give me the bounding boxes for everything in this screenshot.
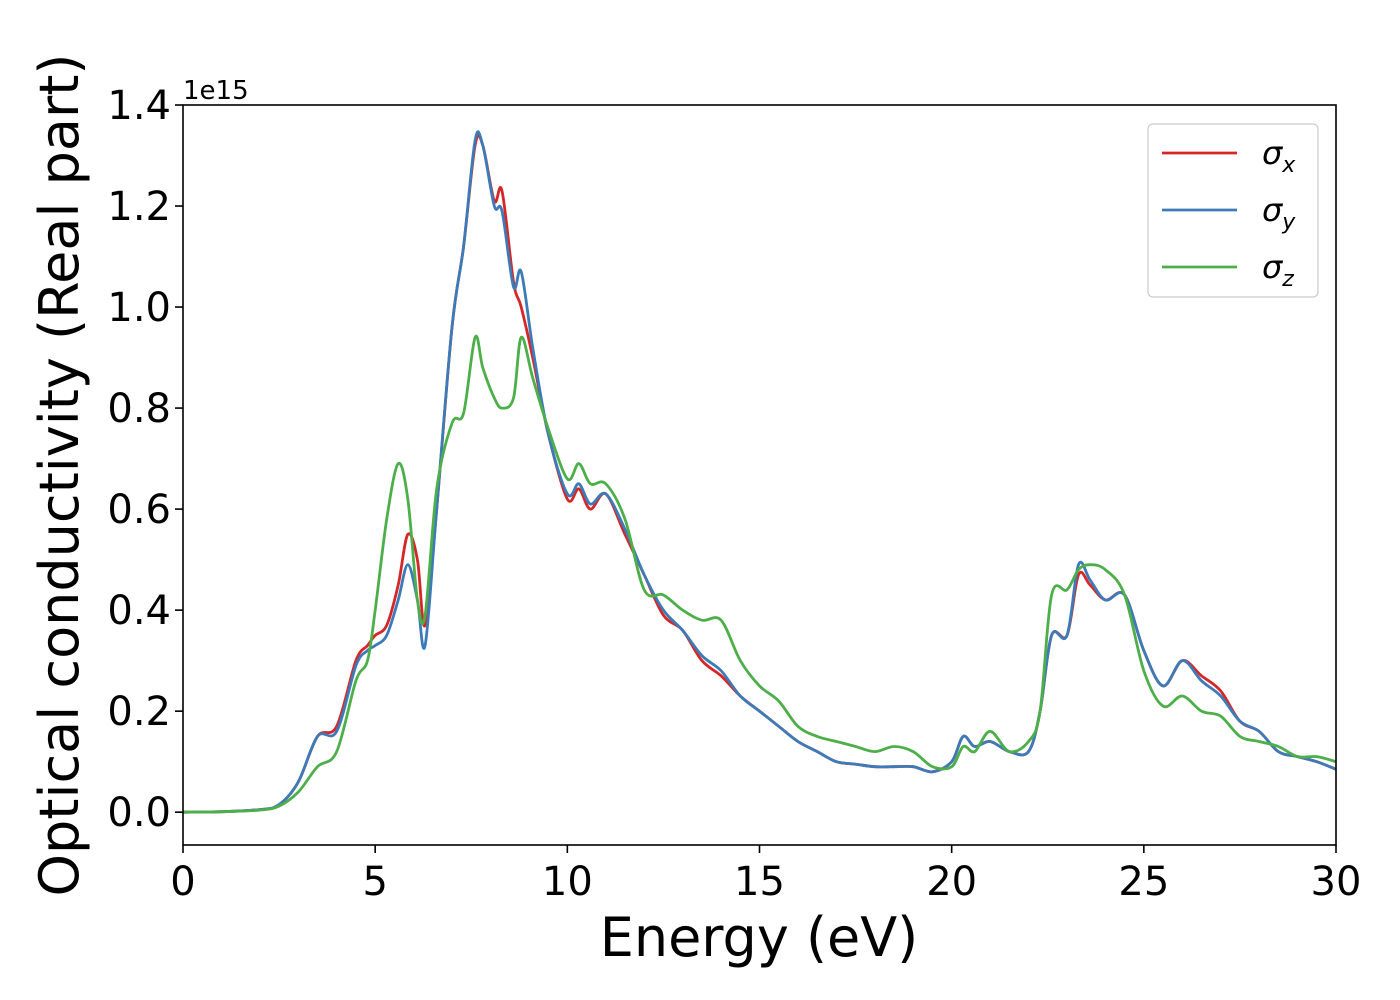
x-axis-title: Energy (eV) (600, 906, 919, 969)
x-axis: 0 5 10 15 20 25 30 (170, 845, 1361, 905)
y-tick-label: 1.4 (107, 83, 171, 129)
y-axis-title: Optical conductivity (Real part) (28, 54, 91, 897)
x-tick-label: 30 (1311, 859, 1362, 905)
x-tick-label: 5 (362, 859, 387, 905)
legend-subscript: y (1281, 210, 1296, 235)
y-tick-label: 0.6 (107, 487, 171, 533)
series-line-sigma-y (182, 130, 1337, 814)
y-tick-label: 0.0 (107, 790, 171, 836)
x-tick-label: 0 (170, 859, 195, 905)
y-tick-label: 1.2 (107, 184, 171, 230)
y-tick-label: 1.0 (107, 285, 171, 331)
y-axis: 0.0 0.2 0.4 0.6 0.8 1.0 1.2 1.4 (107, 83, 183, 836)
y-tick-label: 0.8 (107, 386, 171, 432)
x-tick-label: 10 (542, 859, 593, 905)
y-offset-label: 1e15 (183, 76, 249, 106)
x-tick-label: 20 (926, 859, 977, 905)
y-tick-label: 0.4 (107, 588, 171, 634)
x-tick-label: 15 (734, 859, 785, 905)
series-line-sigma-z (182, 334, 1337, 814)
y-tick-label: 0.2 (107, 689, 171, 735)
legend-subscript: x (1281, 153, 1296, 178)
legend-subscript: z (1281, 267, 1294, 292)
x-tick-label: 25 (1118, 859, 1169, 905)
series-layer (182, 130, 1337, 814)
